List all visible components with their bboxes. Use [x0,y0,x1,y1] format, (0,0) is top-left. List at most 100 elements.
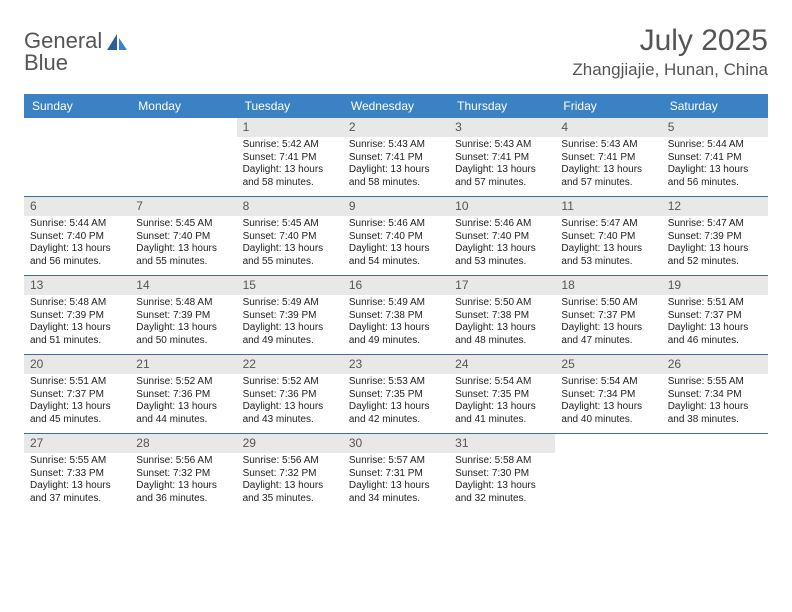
sunset-line: Sunset: 7:40 PM [561,231,655,244]
day-number: 13 [24,276,130,295]
day-number: 9 [343,197,449,216]
daylight-line: and 44 minutes. [136,414,230,427]
dow-cell: Saturday [662,94,768,118]
day-details: Sunrise: 5:52 AMSunset: 7:36 PMDaylight:… [130,376,236,426]
empty-cell [662,434,768,512]
logo-line2: Blue [24,52,102,74]
dow-cell: Sunday [24,94,130,118]
day-cell: 22Sunrise: 5:52 AMSunset: 7:36 PMDayligh… [237,355,343,433]
day-details: Sunrise: 5:56 AMSunset: 7:32 PMDaylight:… [237,455,343,505]
daylight-line: Daylight: 13 hours [30,322,124,335]
daylight-line: Daylight: 13 hours [30,480,124,493]
daylight-line: Daylight: 13 hours [561,322,655,335]
sunrise-line: Sunrise: 5:43 AM [349,139,443,152]
daylight-line: Daylight: 13 hours [668,164,762,177]
sunrise-line: Sunrise: 5:45 AM [136,218,230,231]
daylight-line: and 50 minutes. [136,335,230,348]
daylight-line: and 53 minutes. [561,256,655,269]
sunset-line: Sunset: 7:34 PM [668,389,762,402]
daylight-line: and 42 minutes. [349,414,443,427]
daylight-line: and 52 minutes. [668,256,762,269]
empty-cell [24,118,130,196]
daylight-line: Daylight: 13 hours [349,322,443,335]
daylight-line: Daylight: 13 hours [561,243,655,256]
sunrise-line: Sunrise: 5:45 AM [243,218,337,231]
logo: General Blue [24,30,128,74]
daylight-line: Daylight: 13 hours [455,401,549,414]
sunset-line: Sunset: 7:40 PM [243,231,337,244]
sunrise-line: Sunrise: 5:54 AM [455,376,549,389]
day-cell: 19Sunrise: 5:51 AMSunset: 7:37 PMDayligh… [662,276,768,354]
day-details: Sunrise: 5:55 AMSunset: 7:34 PMDaylight:… [662,376,768,426]
day-number: 23 [343,355,449,374]
day-details: Sunrise: 5:54 AMSunset: 7:35 PMDaylight:… [449,376,555,426]
daylight-line: and 46 minutes. [668,335,762,348]
sunset-line: Sunset: 7:41 PM [668,152,762,165]
day-number: 2 [343,118,449,137]
day-number: 4 [555,118,661,137]
sunrise-line: Sunrise: 5:56 AM [243,455,337,468]
day-cell: 18Sunrise: 5:50 AMSunset: 7:37 PMDayligh… [555,276,661,354]
day-number: 14 [130,276,236,295]
day-details: Sunrise: 5:51 AMSunset: 7:37 PMDaylight:… [24,376,130,426]
day-cell: 30Sunrise: 5:57 AMSunset: 7:31 PMDayligh… [343,434,449,512]
day-details: Sunrise: 5:52 AMSunset: 7:36 PMDaylight:… [237,376,343,426]
calendar-page: General Blue July 2025 Zhangjiajie, Huna… [0,0,792,530]
month-title: July 2025 [572,24,768,58]
week-row: 20Sunrise: 5:51 AMSunset: 7:37 PMDayligh… [24,355,768,434]
sunset-line: Sunset: 7:35 PM [455,389,549,402]
sunrise-line: Sunrise: 5:43 AM [455,139,549,152]
dow-cell: Friday [555,94,661,118]
day-details: Sunrise: 5:47 AMSunset: 7:40 PMDaylight:… [555,218,661,268]
daylight-line: and 36 minutes. [136,493,230,506]
sunrise-line: Sunrise: 5:47 AM [668,218,762,231]
day-number: 8 [237,197,343,216]
daylight-line: and 41 minutes. [455,414,549,427]
day-details: Sunrise: 5:46 AMSunset: 7:40 PMDaylight:… [449,218,555,268]
day-number: 24 [449,355,555,374]
day-number: 7 [130,197,236,216]
day-number: 17 [449,276,555,295]
daylight-line: Daylight: 13 hours [243,164,337,177]
daylight-line: Daylight: 13 hours [243,480,337,493]
daylight-line: and 54 minutes. [349,256,443,269]
day-cell: 15Sunrise: 5:49 AMSunset: 7:39 PMDayligh… [237,276,343,354]
day-cell: 31Sunrise: 5:58 AMSunset: 7:30 PMDayligh… [449,434,555,512]
sunrise-line: Sunrise: 5:44 AM [30,218,124,231]
daylight-line: Daylight: 13 hours [243,243,337,256]
sunset-line: Sunset: 7:40 PM [455,231,549,244]
day-cell: 20Sunrise: 5:51 AMSunset: 7:37 PMDayligh… [24,355,130,433]
day-cell: 1Sunrise: 5:42 AMSunset: 7:41 PMDaylight… [237,118,343,196]
day-cell: 27Sunrise: 5:55 AMSunset: 7:33 PMDayligh… [24,434,130,512]
sunset-line: Sunset: 7:37 PM [668,310,762,323]
day-cell: 14Sunrise: 5:48 AMSunset: 7:39 PMDayligh… [130,276,236,354]
sunset-line: Sunset: 7:31 PM [349,468,443,481]
daylight-line: Daylight: 13 hours [668,322,762,335]
daylight-line: Daylight: 13 hours [561,164,655,177]
day-number: 25 [555,355,661,374]
daylight-line: and 58 minutes. [243,177,337,190]
daylight-line: Daylight: 13 hours [455,243,549,256]
sunrise-line: Sunrise: 5:49 AM [243,297,337,310]
day-cell: 4Sunrise: 5:43 AMSunset: 7:41 PMDaylight… [555,118,661,196]
daylight-line: and 47 minutes. [561,335,655,348]
daylight-line: Daylight: 13 hours [349,243,443,256]
daylight-line: and 49 minutes. [349,335,443,348]
sunset-line: Sunset: 7:40 PM [136,231,230,244]
day-cell: 29Sunrise: 5:56 AMSunset: 7:32 PMDayligh… [237,434,343,512]
daylight-line: and 40 minutes. [561,414,655,427]
day-details: Sunrise: 5:55 AMSunset: 7:33 PMDaylight:… [24,455,130,505]
sunrise-line: Sunrise: 5:52 AM [136,376,230,389]
daylight-line: and 48 minutes. [455,335,549,348]
day-number: 6 [24,197,130,216]
daylight-line: Daylight: 13 hours [455,322,549,335]
sunset-line: Sunset: 7:39 PM [243,310,337,323]
daylight-line: and 53 minutes. [455,256,549,269]
sunset-line: Sunset: 7:36 PM [243,389,337,402]
daylight-line: and 43 minutes. [243,414,337,427]
day-details: Sunrise: 5:57 AMSunset: 7:31 PMDaylight:… [343,455,449,505]
daylight-line: and 58 minutes. [349,177,443,190]
sunrise-line: Sunrise: 5:44 AM [668,139,762,152]
day-cell: 2Sunrise: 5:43 AMSunset: 7:41 PMDaylight… [343,118,449,196]
sunrise-line: Sunrise: 5:50 AM [561,297,655,310]
